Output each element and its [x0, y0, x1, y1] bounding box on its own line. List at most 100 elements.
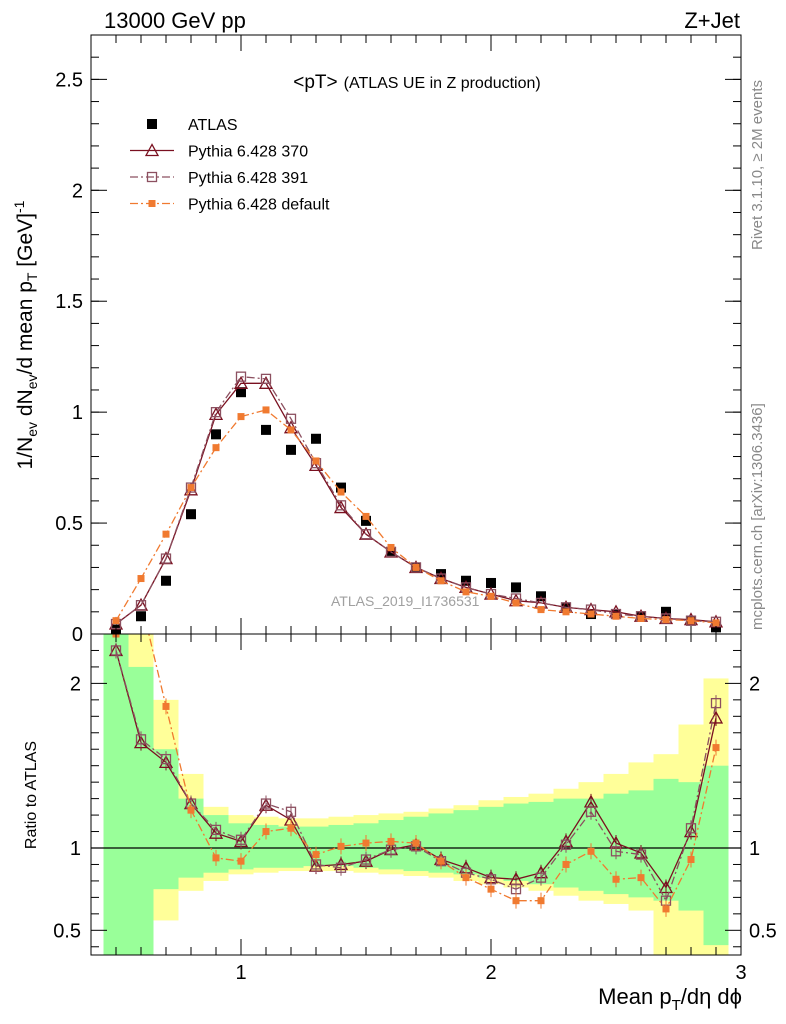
main-data-point	[236, 387, 246, 398]
main-data-point	[187, 484, 195, 492]
main-data-point	[185, 482, 197, 493]
main-data-point	[135, 600, 147, 611]
main-data-point	[233, 375, 249, 389]
main-data-point	[333, 500, 349, 514]
legend-marker	[148, 200, 156, 207]
main-data-point	[235, 371, 247, 382]
ratio-data-point	[187, 806, 195, 814]
main-y-tick-label: 2	[72, 180, 83, 202]
main-data-point	[286, 444, 296, 455]
ratio-data-point	[110, 645, 122, 656]
main-data-point	[462, 588, 470, 596]
main-series-3	[112, 406, 720, 627]
main-y-axis-label: 1/Nev dNev/d mean pT [GeV]-1	[11, 200, 40, 469]
legend-label: Pythia 6.428 default	[188, 197, 330, 214]
main-data-point	[511, 582, 521, 593]
ratio-data-point	[487, 885, 495, 893]
main-data-point	[136, 611, 146, 622]
ratio-data-point	[535, 872, 547, 883]
main-data-point	[237, 413, 245, 421]
main-panel: 0 0.5 1 1.5 2 2.5 <pT> (ATLAS UE in Z producti…	[11, 34, 742, 646]
ratio-data-point	[287, 824, 295, 832]
legend-marker	[144, 143, 160, 157]
main-data-point	[210, 406, 222, 418]
stat-band	[503, 803, 529, 881]
ratio-frame	[90, 633, 742, 956]
ratio-plot-area	[91, 634, 741, 955]
analysis-watermark: ATLAS_2019_I1736531	[331, 593, 480, 609]
ratio-data-point	[158, 755, 174, 769]
ratio-series-2	[112, 634, 720, 917]
main-data-point	[487, 592, 495, 600]
ratio-data-point	[237, 857, 245, 865]
main-data-point	[387, 543, 395, 551]
ratio-panel: 0.5 0.5 1 1 2 2 1 2 3 Ratio to ATLAS Mean pT/dη …	[23, 633, 777, 1014]
legend-marker	[146, 171, 158, 183]
ratio-data-point	[712, 744, 720, 752]
ratio-data-point	[610, 846, 622, 857]
stat-band	[678, 782, 704, 911]
main-data-point	[337, 488, 345, 496]
main-data-point	[361, 515, 371, 526]
main-data-point	[412, 563, 420, 571]
main-data-point	[211, 429, 221, 440]
ratio-y-tick-label-right: 0.5	[749, 920, 777, 942]
ratio-data-point	[312, 851, 320, 859]
legend-entry: Pythia 6.428 default	[130, 197, 330, 214]
stat-band	[478, 806, 504, 878]
ratio-data-point	[710, 697, 722, 709]
main-data-point	[335, 500, 347, 511]
plot-title: <pT> (ATLAS UE in Z production)	[293, 72, 540, 93]
ratio-data-point	[537, 897, 545, 905]
ratio-data-point	[160, 753, 172, 765]
ratio-data-point	[337, 842, 345, 850]
ratio-data-point	[662, 905, 670, 913]
main-data-point	[186, 509, 196, 520]
ratio-y-tick-label: 0.5	[53, 920, 81, 942]
main-data-point	[437, 577, 445, 585]
x-tick-label: 1	[235, 962, 246, 984]
main-data-point	[311, 433, 321, 444]
main-data-point	[208, 407, 224, 421]
ratio-data-point	[285, 806, 297, 817]
ratio-data-point	[360, 854, 372, 865]
stat-band	[128, 666, 154, 955]
mcplots-label: mcplots.cern.ch [arXiv:1306.3436]	[749, 403, 766, 630]
ratio-axes: 0.5 0.5 1 1 2 2 1 2 3	[53, 634, 777, 984]
main-data-point	[336, 482, 346, 493]
rivet-version-label: Rivet 3.1.10, ≥ 2M events	[749, 80, 766, 250]
ratio-data-point	[637, 874, 645, 882]
main-series-line	[115, 382, 717, 625]
uncertainty-bands	[103, 634, 729, 955]
stat-band	[703, 765, 729, 946]
ratio-data-point	[683, 824, 699, 838]
ratio-data-point	[212, 854, 220, 862]
ratio-data-point	[512, 897, 520, 905]
main-series-1	[108, 375, 724, 630]
ratio-data-point	[162, 702, 170, 710]
main-data-point	[537, 606, 545, 614]
ratio-data-point	[260, 798, 272, 809]
ratio-data-point	[262, 828, 270, 836]
legend-entry: Pythia 6.428 391	[130, 170, 308, 187]
ratio-data-point	[210, 824, 222, 836]
main-y-tick-label: 0.5	[55, 513, 83, 535]
main-data-point	[160, 553, 172, 564]
main-y-tick-label: 0	[72, 624, 83, 646]
main-data-point	[562, 608, 570, 616]
legend-entry: ATLAS	[147, 117, 238, 134]
ratio-data-point	[387, 837, 395, 845]
main-data-point	[662, 616, 670, 624]
ratio-data-point	[635, 849, 647, 860]
main-data-point	[262, 406, 270, 414]
main-data-point	[362, 512, 370, 520]
main-series-line	[115, 376, 717, 625]
ratio-y-tick-label: 2	[70, 673, 81, 695]
x-tick-label: 2	[485, 962, 496, 984]
ratio-data-point	[687, 856, 695, 864]
main-data-point	[112, 617, 120, 625]
main-axes: 0 0.5 1 1.5 2 2.5	[55, 34, 741, 646]
ratio-data-point	[585, 806, 597, 817]
ratio-data-point	[560, 839, 572, 850]
ratio-data-point	[135, 734, 147, 745]
